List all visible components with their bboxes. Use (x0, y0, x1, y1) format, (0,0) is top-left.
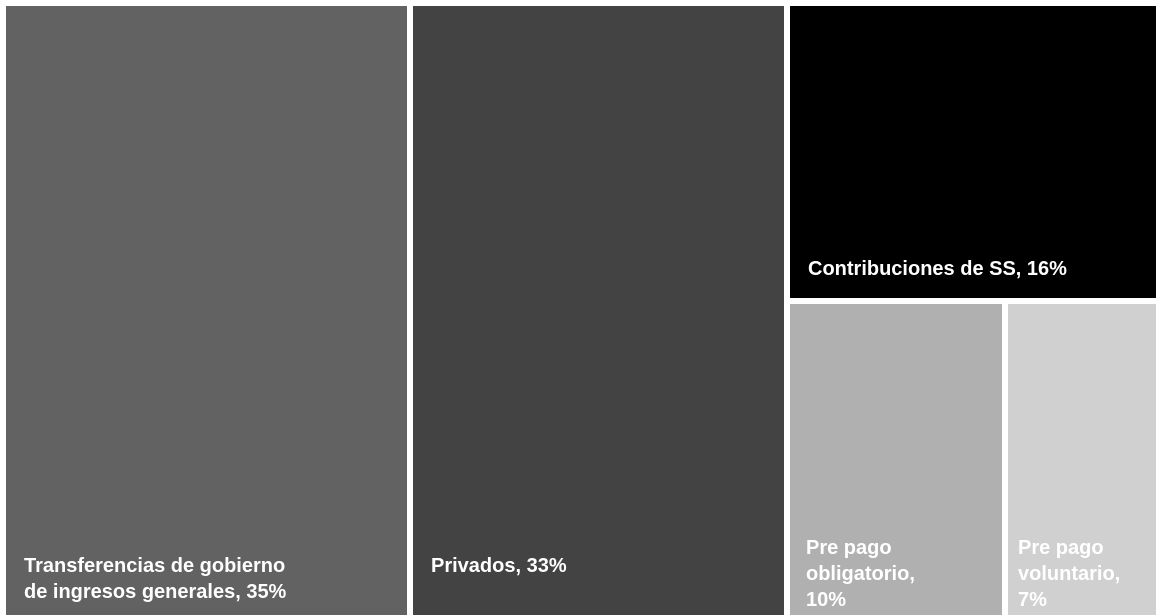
tile-contribuciones-ss-label: Contribuciones de SS, 16% (808, 258, 1067, 280)
tile-contribuciones-ss: Contribuciones de SS, 16% (790, 6, 1156, 298)
tile-privados: Privados, 33% (413, 6, 784, 615)
tile-transferencias-label: Transferencias de gobierno de ingresos g… (24, 555, 287, 603)
tile-pre-pago-voluntario-label: Pre pago voluntario, 7% (1018, 537, 1121, 611)
tile-pre-pago-obligatorio-label: Pre pago obligatorio, 10% (806, 537, 915, 611)
tile-privados-label: Privados, 33% (431, 555, 567, 577)
tile-pre-pago-voluntario: Pre pago voluntario, 7% (1008, 304, 1156, 615)
tile-transferencias: Transferencias de gobierno de ingresos g… (6, 6, 407, 615)
tile-pre-pago-obligatorio: Pre pago obligatorio, 10% (790, 304, 1002, 615)
